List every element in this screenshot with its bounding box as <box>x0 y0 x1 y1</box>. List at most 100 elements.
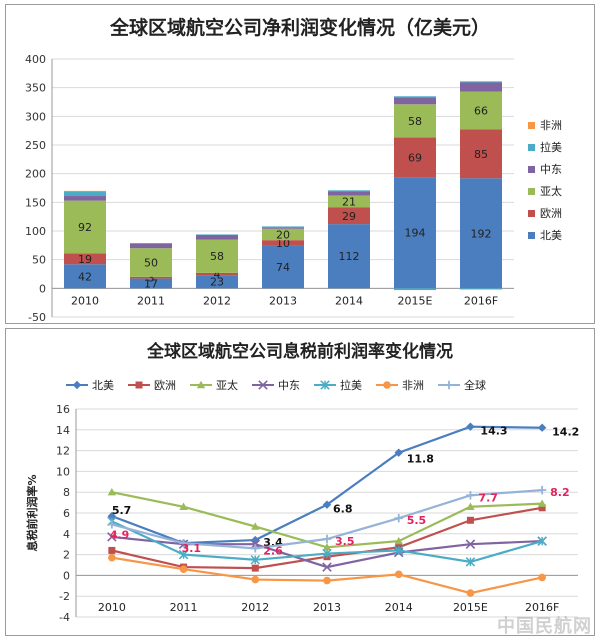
data-point <box>251 522 260 530</box>
legend-swatch <box>528 166 535 173</box>
data-point <box>178 549 189 560</box>
y-tick-label: 12 <box>56 445 70 458</box>
data-label: 4 <box>214 268 221 281</box>
x-tick-label: 2012 <box>241 601 269 614</box>
y-axis-title: 息税前利润率% <box>25 474 39 551</box>
y-tick-label: 16 <box>56 403 70 416</box>
data-point <box>322 562 332 572</box>
data-label: 3.5 <box>335 535 355 548</box>
legend-marker <box>196 380 206 389</box>
bar-segment <box>130 243 172 244</box>
legend-label: 拉美 <box>340 378 362 392</box>
y-tick-label: -50 <box>28 311 46 323</box>
x-tick-label: 2010 <box>98 601 126 614</box>
legend-marker <box>135 381 143 389</box>
data-point <box>538 573 546 582</box>
data-point <box>179 502 188 510</box>
data-label: 19 <box>78 253 92 266</box>
legend-label: 北美 <box>540 229 562 242</box>
bar-segment <box>394 177 436 289</box>
y-tick-label: 50 <box>32 254 46 267</box>
legend-label: 非洲 <box>540 119 562 132</box>
data-point <box>179 565 188 573</box>
bar-segment <box>130 276 172 279</box>
x-tick-label: 2013 <box>269 294 297 307</box>
y-tick-label: -2 <box>59 590 70 603</box>
legend-marker <box>72 380 82 390</box>
legend-label: 欧洲 <box>154 379 176 392</box>
data-label: 8.2 <box>550 486 570 499</box>
data-label: 92 <box>78 221 92 234</box>
data-point <box>394 514 403 523</box>
data-label: 23 <box>210 276 224 289</box>
bar-segment <box>64 264 106 289</box>
net-profit-chart-panel: 全球区域航空公司净利润变化情况（亿美元） -50 0 50 100 150 200 250 3… <box>5 4 595 324</box>
bar-segment <box>64 196 106 201</box>
data-point <box>537 423 547 432</box>
bar-segment <box>460 178 502 289</box>
bar-segment <box>64 191 106 197</box>
bar-segment <box>196 275 238 289</box>
legend-label: 非洲 <box>402 379 424 392</box>
chart-title: 全球区域航空公司净利润变化情况（亿美元） <box>109 17 490 39</box>
data-label: 17 <box>144 277 158 290</box>
data-label: 14.2 <box>552 426 579 439</box>
data-point <box>466 502 475 510</box>
data-point <box>108 546 116 554</box>
data-point <box>323 576 331 585</box>
bar-segment <box>196 272 238 276</box>
y-tick-label: -4 <box>59 611 70 624</box>
data-point <box>394 536 403 545</box>
bar-segment <box>130 243 172 249</box>
bar-segment <box>328 195 370 208</box>
data-point <box>466 422 475 431</box>
y-tick-label: 10 <box>56 465 70 478</box>
ebit-margin-chart-panel: 全球区域航空公司息税前利润率变化情况 -4 -2 0 2 4 6 8 10 12 14 16 2010… <box>5 328 595 636</box>
bar-segment <box>262 240 304 246</box>
bar-segment <box>262 226 304 228</box>
data-label: 194 <box>405 227 426 240</box>
legend-label: 亚太 <box>540 185 562 198</box>
data-point <box>251 575 260 584</box>
data-label: 192 <box>471 227 492 240</box>
x-tick-label: 2014 <box>335 294 363 307</box>
y-tick-label: 150 <box>25 196 46 209</box>
legend-label: 中东 <box>540 163 562 176</box>
x-tick-label: 2015E <box>453 601 488 614</box>
data-point <box>394 448 403 457</box>
bar-segment <box>394 288 436 291</box>
legend-label: 北美 <box>92 379 114 392</box>
y-tick-label: 0 <box>63 569 70 582</box>
data-label: 29 <box>342 210 356 223</box>
bar-segment <box>196 234 238 236</box>
watermark: 中国民航网 <box>497 616 592 637</box>
bar-segment <box>130 278 172 289</box>
bar-segment <box>460 81 502 83</box>
data-point <box>465 557 476 567</box>
data-point <box>107 532 117 542</box>
data-label: 4.9 <box>110 528 130 541</box>
data-label: 5.5 <box>407 514 427 527</box>
x-tick-label: 2012 <box>203 294 231 307</box>
data-label: 112 <box>339 250 360 263</box>
bar-segment <box>460 129 502 179</box>
x-tick-label: 2016F <box>464 294 498 307</box>
data-label: 69 <box>408 151 422 164</box>
data-point <box>538 504 546 512</box>
legend-marker <box>258 380 268 390</box>
legend-swatch <box>528 122 535 129</box>
data-point <box>465 539 476 549</box>
y-tick-label: 4 <box>63 528 70 541</box>
data-point <box>108 553 116 562</box>
bar-segment <box>328 207 370 225</box>
legend-label: 中东 <box>278 379 300 392</box>
data-label: 20 <box>276 228 290 241</box>
y-tick-label: 8 <box>63 486 70 499</box>
bar-segment <box>64 190 106 192</box>
chart-title: 全球区域航空公司息税前利润率变化情况 <box>147 342 453 362</box>
y-tick-label: 100 <box>25 225 46 238</box>
x-tick-label: 2013 <box>313 601 341 614</box>
data-point <box>322 543 332 551</box>
data-label: 5.7 <box>112 504 132 517</box>
net-profit-stacked-bar-chart: -500501001502002503003504004219922010173… <box>25 53 562 323</box>
